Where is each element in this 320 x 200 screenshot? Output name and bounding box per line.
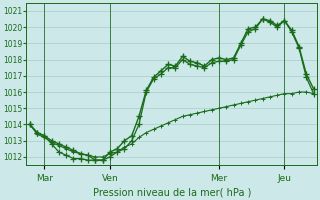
X-axis label: Pression niveau de la mer( hPa ): Pression niveau de la mer( hPa ) — [92, 187, 251, 197]
